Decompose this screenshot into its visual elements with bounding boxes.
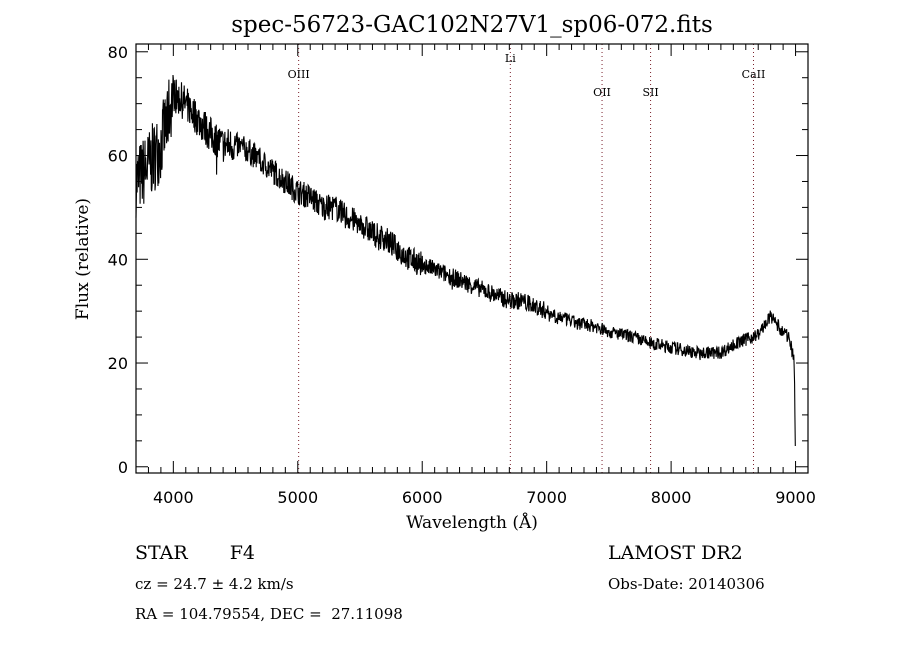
y-tick-label: 80: [108, 43, 128, 62]
x-tick-label: 6000: [402, 488, 443, 507]
plot-frame: [135, 43, 809, 474]
coords-text: RA = 104.79554, DEC = 27.11098: [135, 605, 403, 623]
x-tick-label: 8000: [651, 488, 692, 507]
line-label-oiii: OIII: [288, 68, 310, 81]
x-axis-label: Wavelength (Å): [406, 512, 538, 533]
object-class: STAR F4: [135, 542, 255, 564]
x-tick-label: 7000: [526, 488, 567, 507]
y-tick-label: 20: [108, 354, 128, 373]
x-tick-label: 4000: [153, 488, 194, 507]
line-label-li: Li: [505, 52, 516, 65]
line-label-oii: OII: [593, 86, 611, 99]
spectrum-line: [135, 74, 796, 447]
line-label-caii: CaII: [742, 68, 766, 81]
y-axis-label: Flux (relative): [73, 198, 93, 320]
obs-date-text: Obs-Date: 20140306: [608, 575, 765, 593]
x-tick-label: 9000: [775, 488, 816, 507]
survey-text: LAMOST DR2: [608, 542, 743, 564]
subclass-text: F4: [229, 542, 255, 564]
y-tick-label: 40: [108, 250, 128, 269]
redshift-text: cz = 24.7 ± 4.2 km/s: [135, 575, 294, 593]
line-label-sii: SII: [642, 86, 658, 99]
class-text: STAR: [135, 542, 188, 564]
x-tick-label: 5000: [277, 488, 318, 507]
chart-title: spec-56723-GAC102N27V1_sp06-072.fits: [231, 12, 713, 38]
y-tick-label: 60: [108, 147, 128, 166]
y-tick-label: 0: [118, 458, 128, 477]
